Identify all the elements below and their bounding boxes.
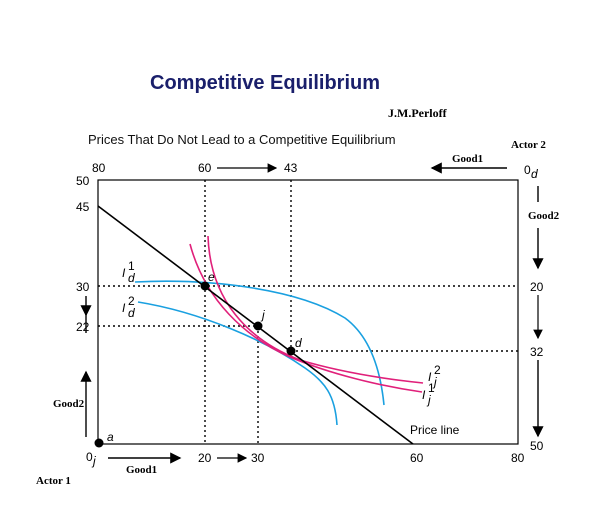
svg-text:d: d	[531, 167, 538, 181]
left-tick-22: 22	[76, 320, 90, 334]
origin-d-label: 0 d	[524, 163, 538, 181]
price-line-label: Price line	[410, 423, 460, 437]
actor2-label: Actor 2	[511, 139, 546, 151]
curve-label-Ij2: I 2 j	[428, 363, 441, 389]
good1-bottom-label: Good1	[126, 464, 158, 476]
left-tick-30: 30	[76, 280, 90, 294]
bottom-tick-80: 80	[511, 451, 525, 465]
point-j	[253, 321, 263, 331]
svg-text:j: j	[426, 393, 431, 407]
page-title: Competitive Equilibrium	[150, 72, 381, 94]
actor1-label: Actor 1	[36, 475, 71, 487]
good2-right-label: Good2	[528, 210, 560, 222]
top-tick-80: 80	[92, 161, 106, 175]
svg-text:j: j	[91, 454, 96, 468]
point-d-label: d	[295, 336, 302, 350]
top-tick-60: 60	[198, 161, 212, 175]
svg-text:d: d	[128, 271, 135, 285]
indifference-curve-Id2	[137, 301, 338, 426]
bottom-tick-30: 30	[251, 451, 265, 465]
indifference-curve-Ij2	[207, 235, 424, 384]
edgeworth-box	[97, 179, 519, 445]
good1-top-label: Good1	[452, 153, 484, 165]
svg-text:I: I	[422, 388, 426, 402]
curve-label-Ij1: I 1 j	[422, 381, 435, 407]
svg-text:0: 0	[524, 163, 531, 177]
svg-text:I: I	[428, 370, 432, 384]
left-tick-45: 45	[76, 200, 90, 214]
author-label: J.M.Perloff	[388, 106, 447, 120]
svg-text:d: d	[128, 306, 135, 320]
svg-text:1: 1	[428, 381, 435, 395]
point-a	[94, 438, 104, 448]
point-e	[200, 281, 210, 291]
curve-label-Id2: I 2 d	[122, 294, 135, 320]
dashed-guides	[98, 180, 518, 444]
point-a-label: a	[107, 430, 114, 444]
right-tick-50: 50	[530, 439, 544, 453]
point-d	[286, 346, 296, 356]
svg-text:j: j	[432, 375, 437, 389]
svg-text:2: 2	[434, 363, 441, 377]
right-tick-20: 20	[530, 280, 544, 294]
svg-text:I: I	[122, 301, 126, 315]
indifference-curve-Ij1	[189, 243, 423, 393]
point-j-label: j	[260, 308, 265, 322]
bottom-tick-20: 20	[198, 451, 212, 465]
indifference-curve-Id1	[134, 280, 385, 406]
left-tick-50: 50	[76, 174, 90, 188]
svg-text:0: 0	[86, 450, 93, 464]
svg-text:1: 1	[128, 259, 135, 273]
good2-left-label: Good2	[53, 398, 85, 410]
bottom-tick-60: 60	[410, 451, 424, 465]
svg-text:2: 2	[128, 294, 135, 308]
diagram-subtitle: Prices That Do Not Lead to a Competitive…	[88, 132, 396, 147]
curve-label-Id1: I 1 d	[122, 259, 135, 285]
right-tick-32: 32	[530, 345, 544, 359]
svg-text:I: I	[122, 266, 126, 280]
origin-j-label: 0 j	[86, 450, 96, 468]
point-e-label: e	[208, 270, 215, 284]
top-tick-43: 43	[284, 161, 298, 175]
